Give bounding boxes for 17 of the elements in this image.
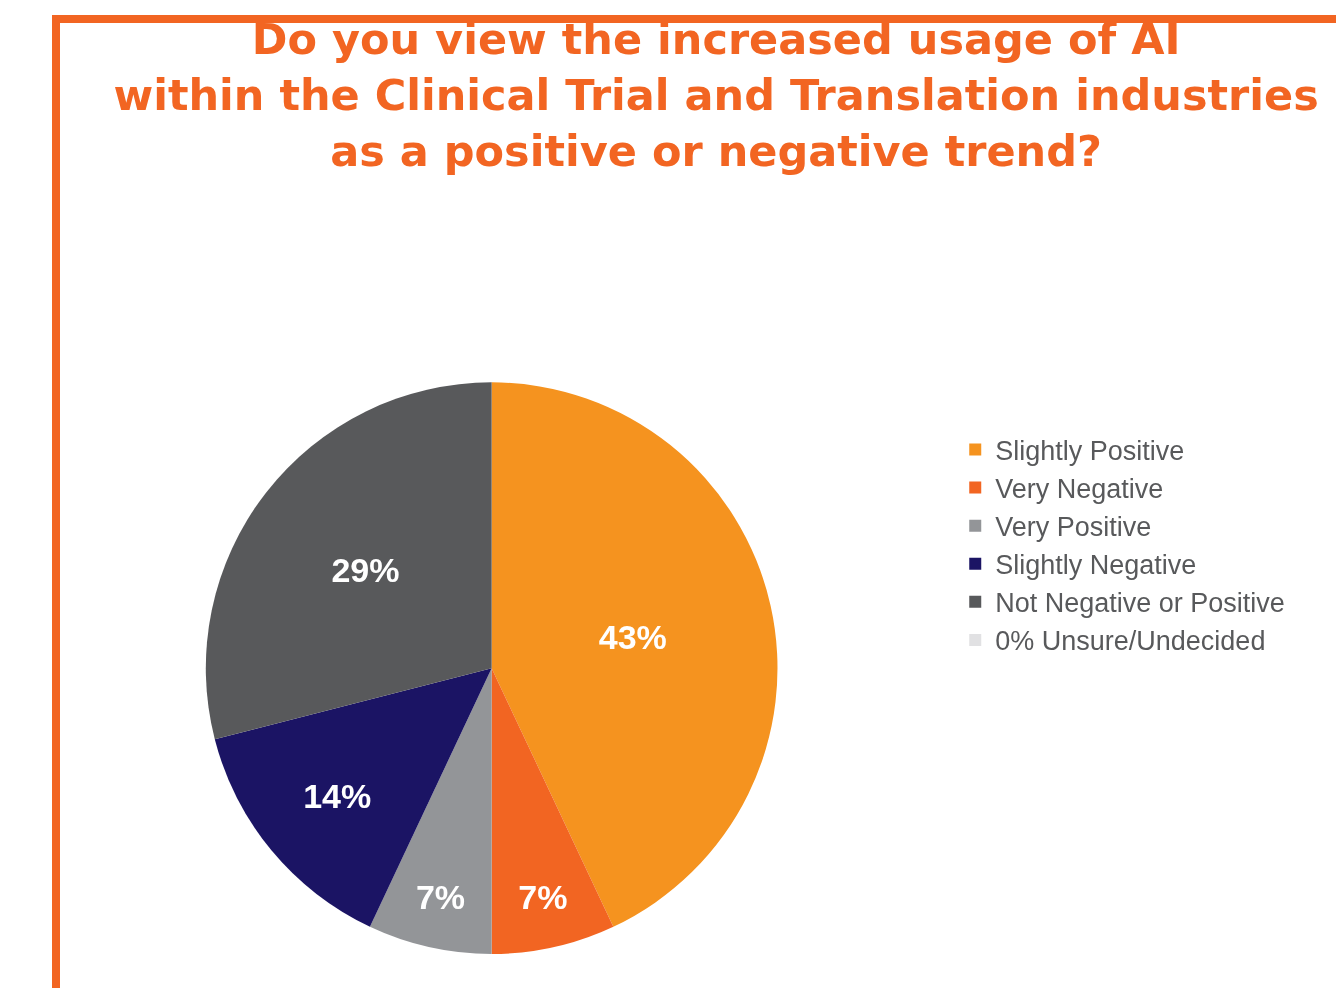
legend-label: Not Negative or Positive bbox=[995, 588, 1285, 619]
pie-slice bbox=[214, 668, 492, 927]
pie-slice bbox=[369, 668, 492, 955]
legend-label: Very Positive bbox=[995, 512, 1152, 543]
pie-slice bbox=[205, 382, 492, 740]
data-label: 43% bbox=[598, 617, 667, 656]
pie-slice bbox=[491, 382, 778, 927]
legend-label: Slightly Positive bbox=[995, 435, 1185, 466]
legend-label: 0% Unsure/Undecided bbox=[995, 626, 1266, 657]
data-label: 14% bbox=[303, 776, 372, 815]
data-label: 7% bbox=[415, 878, 466, 917]
pie-slice bbox=[491, 668, 614, 955]
data-label: 7% bbox=[518, 878, 568, 917]
chart-title: Do you view the increased usage of AI within the Clinical Trial and Translation industries as a positive or negative trend? bbox=[113, 14, 1319, 177]
legend-label: Very Negative bbox=[995, 474, 1164, 505]
legend-label: Slightly Negative bbox=[995, 550, 1197, 581]
data-label: 29% bbox=[331, 551, 400, 590]
